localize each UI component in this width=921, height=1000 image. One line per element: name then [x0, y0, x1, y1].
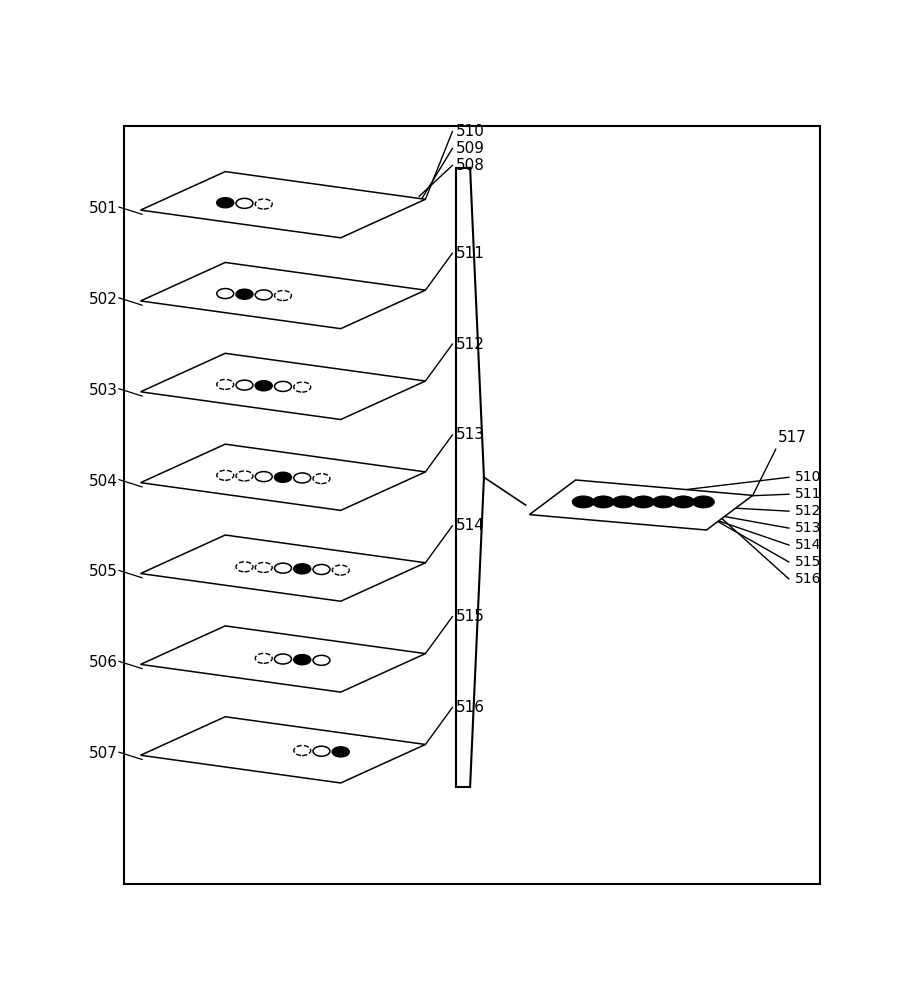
Ellipse shape: [274, 563, 291, 573]
Ellipse shape: [255, 653, 273, 663]
Text: 513: 513: [795, 521, 822, 535]
Ellipse shape: [693, 496, 714, 508]
Text: 508: 508: [456, 158, 485, 173]
Ellipse shape: [236, 198, 253, 208]
Ellipse shape: [236, 471, 253, 481]
Ellipse shape: [313, 474, 330, 484]
Polygon shape: [141, 444, 426, 510]
Polygon shape: [141, 535, 426, 601]
Ellipse shape: [612, 496, 634, 508]
Ellipse shape: [313, 746, 330, 756]
Ellipse shape: [274, 381, 291, 391]
Ellipse shape: [255, 381, 273, 391]
Ellipse shape: [332, 565, 349, 575]
Text: 507: 507: [88, 746, 118, 761]
Ellipse shape: [236, 562, 253, 572]
Text: 515: 515: [456, 609, 485, 624]
Ellipse shape: [294, 564, 310, 574]
Text: 505: 505: [88, 564, 118, 579]
Ellipse shape: [294, 473, 310, 483]
Ellipse shape: [255, 290, 273, 300]
Ellipse shape: [255, 199, 273, 209]
Text: 515: 515: [795, 555, 822, 569]
Ellipse shape: [216, 198, 234, 208]
Ellipse shape: [653, 496, 674, 508]
Ellipse shape: [633, 496, 654, 508]
Text: 501: 501: [88, 201, 118, 216]
Ellipse shape: [672, 496, 694, 508]
Ellipse shape: [573, 496, 594, 508]
Polygon shape: [141, 172, 426, 238]
Text: 514: 514: [795, 538, 822, 552]
Text: 503: 503: [88, 383, 118, 398]
Ellipse shape: [294, 746, 310, 756]
Text: 509: 509: [456, 141, 485, 156]
Ellipse shape: [255, 562, 273, 572]
Polygon shape: [141, 353, 426, 420]
Text: 510: 510: [795, 470, 822, 484]
Ellipse shape: [216, 470, 234, 480]
Text: 506: 506: [88, 655, 118, 670]
FancyBboxPatch shape: [123, 126, 821, 884]
Text: 516: 516: [795, 572, 822, 586]
Ellipse shape: [332, 747, 349, 757]
Polygon shape: [141, 717, 426, 783]
Ellipse shape: [216, 379, 234, 389]
Text: 512: 512: [456, 337, 485, 352]
Text: 511: 511: [795, 487, 822, 501]
Ellipse shape: [294, 382, 310, 392]
Ellipse shape: [236, 380, 253, 390]
Ellipse shape: [274, 654, 291, 664]
Text: 517: 517: [778, 430, 807, 445]
Text: 510: 510: [456, 124, 485, 139]
Polygon shape: [141, 262, 426, 329]
Text: 513: 513: [456, 427, 485, 442]
Ellipse shape: [313, 564, 330, 574]
Ellipse shape: [274, 472, 291, 482]
Ellipse shape: [313, 655, 330, 665]
Text: 502: 502: [88, 292, 118, 307]
Ellipse shape: [274, 291, 291, 301]
Text: 516: 516: [456, 700, 485, 715]
Text: 511: 511: [456, 246, 485, 261]
Polygon shape: [141, 626, 426, 692]
Ellipse shape: [255, 472, 273, 482]
Text: 512: 512: [795, 504, 822, 518]
Polygon shape: [530, 480, 752, 530]
Ellipse shape: [216, 289, 234, 299]
Ellipse shape: [236, 289, 253, 299]
Text: 504: 504: [88, 474, 118, 489]
Ellipse shape: [294, 655, 310, 665]
Text: 514: 514: [456, 518, 485, 533]
Ellipse shape: [592, 496, 614, 508]
